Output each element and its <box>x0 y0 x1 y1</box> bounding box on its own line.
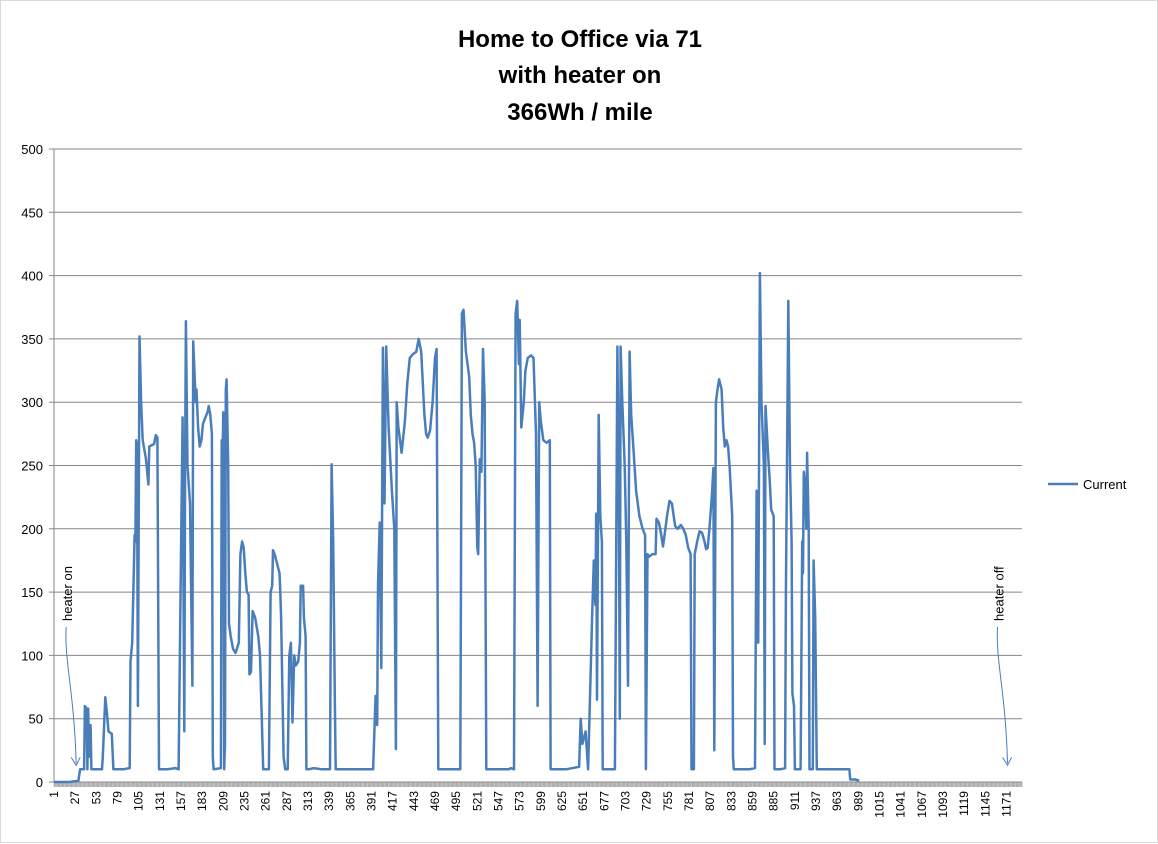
annotation-arrow <box>996 626 1009 764</box>
legend-label-current: Current <box>1083 477 1127 492</box>
x-tick-label: 1093 <box>936 791 950 818</box>
x-tick-label: 885 <box>767 791 781 811</box>
y-axis-ticks: 0 50 100 150 200 250 300 350 400 450 500 <box>21 142 54 790</box>
x-tick-label: 469 <box>428 791 442 811</box>
x-tick-label: 963 <box>830 791 844 811</box>
x-tick-label: 27 <box>68 791 82 805</box>
x-tick-label: 807 <box>703 791 717 811</box>
annotation-arrow <box>65 626 77 764</box>
x-tick-label: 79 <box>111 791 125 805</box>
chart-title-line-2: with heater on <box>498 62 662 89</box>
x-tick-label: 625 <box>555 791 569 811</box>
x-tick-label: 1145 <box>978 791 992 817</box>
y-tick-label: 100 <box>21 648 43 663</box>
y-tick-label: 150 <box>21 585 43 600</box>
x-tick-label: 599 <box>534 791 548 811</box>
x-tick-label: 729 <box>640 791 654 811</box>
x-tick-label: 703 <box>619 791 633 811</box>
x-tick-label: 495 <box>449 791 463 811</box>
x-tick-label: 833 <box>724 791 738 811</box>
y-tick-label: 400 <box>21 269 43 284</box>
x-tick-label: 391 <box>365 791 379 811</box>
annotation-arrowhead <box>70 757 81 767</box>
x-tick-label: 1067 <box>915 791 929 818</box>
chart-title-line-3: 366Wh / mile <box>507 99 652 126</box>
x-tick-label: 157 <box>174 791 188 811</box>
y-tick-label: 200 <box>21 522 43 537</box>
x-tick-label: 677 <box>597 791 611 811</box>
y-tick-label: 350 <box>21 332 43 347</box>
x-tick-label: 105 <box>132 791 146 811</box>
x-tick-label: 313 <box>301 791 315 811</box>
x-tick-label: 53 <box>89 791 103 805</box>
x-tick-label: 131 <box>153 791 167 811</box>
x-tick-label: 287 <box>280 791 294 811</box>
x-tick-label: 365 <box>343 791 357 811</box>
x-tick-label: 573 <box>513 791 527 811</box>
y-tick-label: 0 <box>36 775 43 790</box>
x-tick-label: 781 <box>682 791 696 811</box>
x-tick-label: 1119 <box>957 791 971 816</box>
legend: Current <box>1048 477 1127 492</box>
x-tick-label: 235 <box>238 791 252 811</box>
x-tick-label: 521 <box>470 791 484 811</box>
x-tick-label: 989 <box>851 791 865 811</box>
x-tick-label: 1171 <box>1000 791 1014 817</box>
series-line-current <box>54 271 860 784</box>
annotation-arrowhead <box>1002 757 1012 767</box>
y-tick-label: 300 <box>21 395 43 410</box>
x-tick-label: 183 <box>195 791 209 811</box>
x-tick-label: 1041 <box>894 791 908 818</box>
x-tick-label: 1015 <box>873 791 887 818</box>
x-tick-label: 261 <box>259 791 273 811</box>
chart-title-line-1: Home to Office via 71 <box>458 26 702 53</box>
y-tick-label: 50 <box>29 712 43 727</box>
x-tick-label: 755 <box>661 791 675 811</box>
y-tick-label: 250 <box>21 459 43 474</box>
x-tick-label: 339 <box>322 791 336 811</box>
x-axis: 1 27 53 79 105 131 157 183 209 235 261 287 313 339 365… <box>47 781 1023 818</box>
chart-title: Home to Office via 71 with heater on 366… <box>458 26 702 126</box>
x-tick-label: 911 <box>788 791 802 810</box>
series-group <box>54 271 860 784</box>
y-tick-label: 500 <box>21 142 43 157</box>
annotation-heater-on: heater on <box>60 566 75 621</box>
x-tick-label: 443 <box>407 791 421 811</box>
x-tick-label: 547 <box>492 791 506 811</box>
y-tick-label: 450 <box>21 205 43 220</box>
x-tick-label: 209 <box>216 791 230 811</box>
annotation-heater-off: heater off <box>992 566 1007 621</box>
x-tick-label: 859 <box>746 791 760 811</box>
x-tick-label: 1 <box>47 791 61 798</box>
x-tick-label: 937 <box>809 791 823 811</box>
x-tick-label: 651 <box>576 791 590 811</box>
annotations: heater on heater off <box>60 566 1012 767</box>
x-tick-label: 417 <box>386 791 400 811</box>
